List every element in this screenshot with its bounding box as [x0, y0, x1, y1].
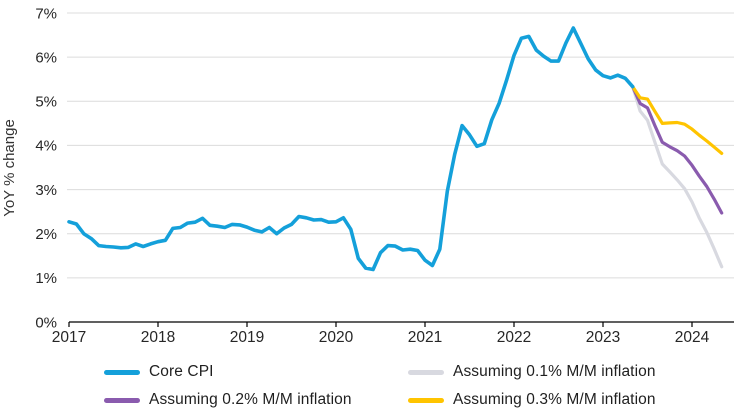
- line-assuming-0-2: [631, 85, 724, 215]
- x-tick-label: 2017: [52, 329, 86, 346]
- legend-item-assuming-0-1: Assuming 0.1% M/M inflation: [408, 363, 656, 381]
- x-tick-label: 2024: [675, 329, 710, 346]
- legend-label-core-cpi: Core CPI: [149, 363, 214, 380]
- y-tick-label: 4%: [35, 138, 57, 155]
- legend-swatch-assuming-0-3: [408, 397, 444, 403]
- plot-area: 0% 1% 2% 3% 4% 5% 6% 7% 2017 2018 2019 2020 2021 2022…: [1, 5, 734, 346]
- legend-swatch-core-cpi: [104, 369, 140, 375]
- legend-item-assuming-0-3: Assuming 0.3% M/M inflation: [408, 391, 656, 409]
- legend-item-core-cpi: Core CPI: [104, 363, 408, 381]
- y-tick-label: 7%: [35, 5, 57, 22]
- legend-label-assuming-0-2: Assuming 0.2% M/M inflation: [149, 391, 352, 408]
- line-assuming-0-1: [631, 85, 724, 269]
- y-tick-label: 0%: [35, 314, 57, 331]
- legend-swatch-assuming-0-2: [104, 397, 140, 403]
- x-tick-label: 2018: [141, 329, 175, 346]
- x-tick-label: 2023: [586, 329, 620, 346]
- y-tick-label: 1%: [35, 270, 57, 287]
- line-assuming-0-3: [631, 85, 724, 155]
- legend-item-assuming-0-2: Assuming 0.2% M/M inflation: [104, 391, 408, 409]
- y-axis-label: YoY % change: [1, 119, 18, 217]
- legend-swatch-assuming-0-1: [408, 369, 444, 375]
- y-tick-label: 2%: [35, 226, 57, 243]
- y-tick-label: 6%: [35, 49, 57, 66]
- y-tick-label: 3%: [35, 182, 57, 199]
- x-tick-label: 2022: [497, 329, 531, 346]
- x-tick-label: 2020: [319, 329, 354, 346]
- legend-label-assuming-0-1: Assuming 0.1% M/M inflation: [453, 363, 656, 380]
- x-tick-label: 2019: [230, 329, 264, 346]
- legend-label-assuming-0-3: Assuming 0.3% M/M inflation: [453, 391, 656, 408]
- x-tick-label: 2021: [408, 329, 442, 346]
- chart-legend: Core CPI Assuming 0.1% M/M inflation Ass…: [0, 363, 740, 409]
- line-core-cpi: [67, 26, 635, 272]
- y-tick-label: 5%: [35, 94, 57, 111]
